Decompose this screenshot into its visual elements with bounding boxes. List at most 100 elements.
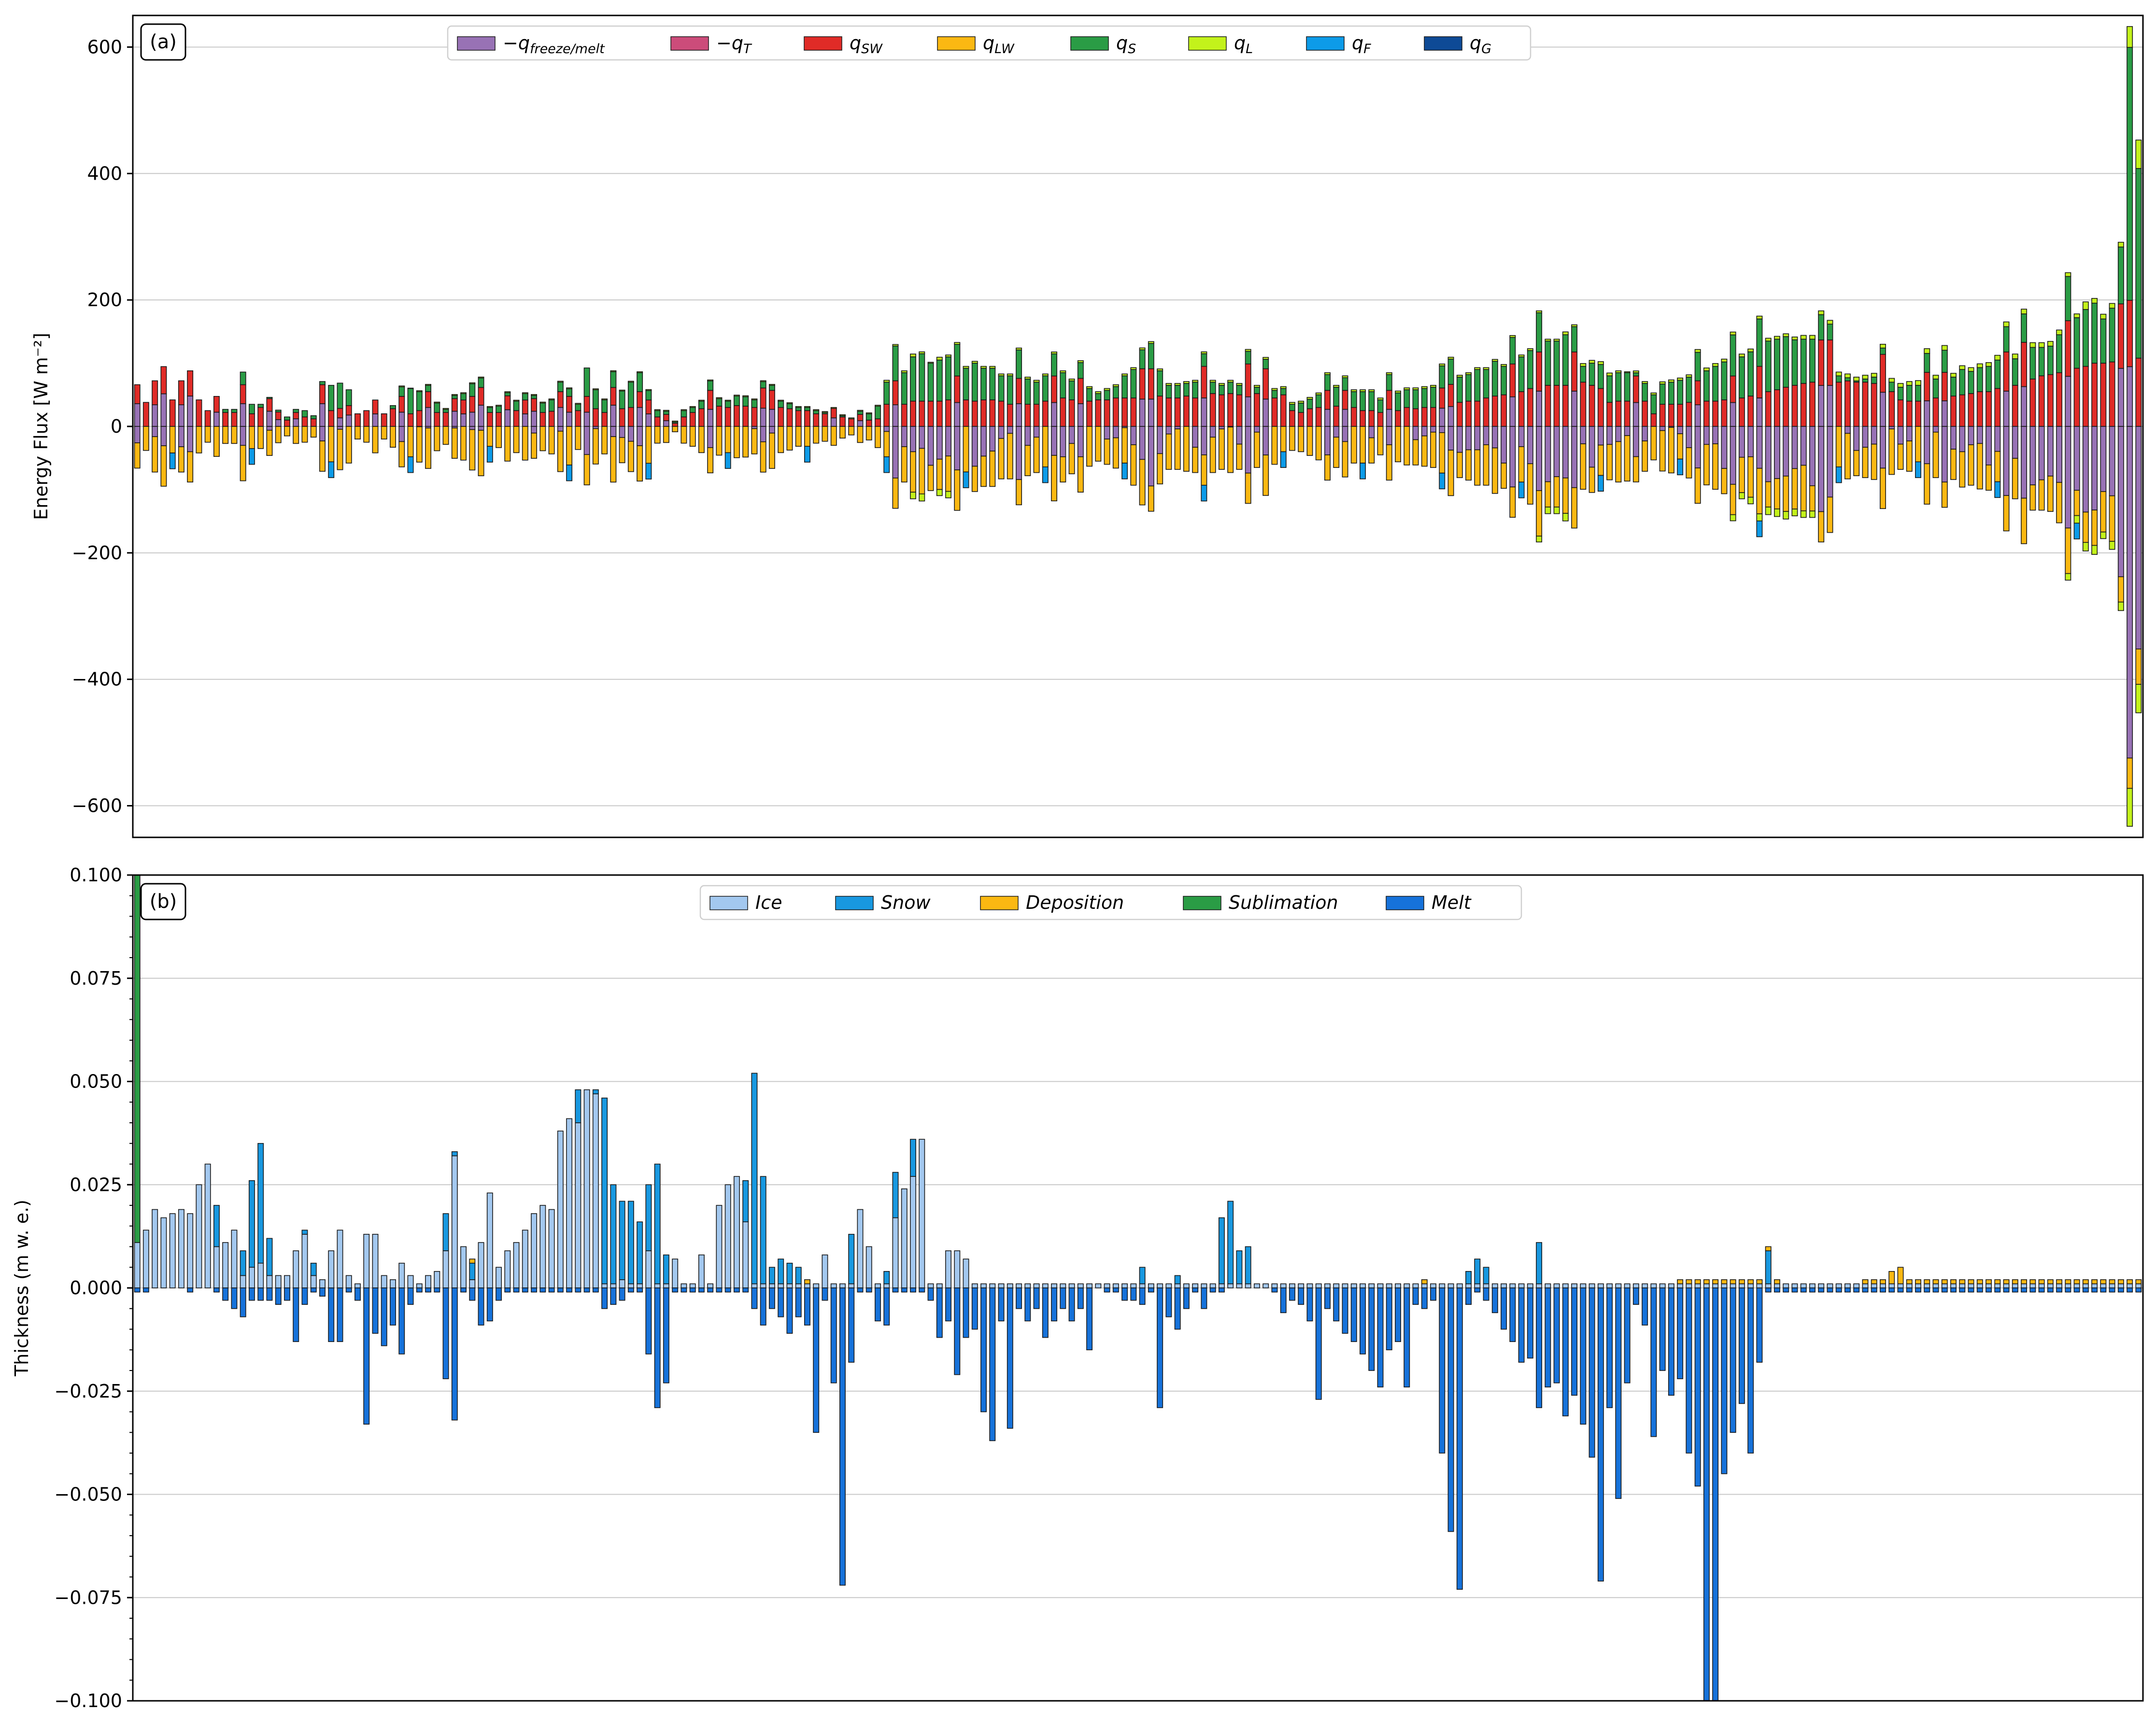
panel-a-bar-segment xyxy=(275,419,282,427)
panel-a-bar-segment xyxy=(1395,410,1401,427)
panel-b-bar-segment xyxy=(2047,1287,2054,1293)
panel-a-bar-segment xyxy=(1518,446,1525,483)
panel-a-bar-segment xyxy=(875,426,881,448)
panel-a-bar-segment xyxy=(1024,377,1031,380)
panel-b-bar-segment xyxy=(936,1283,943,1288)
panel-a-bar-segment xyxy=(1809,339,1816,383)
panel-b-bar-segment xyxy=(1765,1283,1772,1288)
panel-a-bar-segment xyxy=(768,426,775,434)
panel-b-bar-segment xyxy=(1404,1283,1410,1288)
panel-a-bar-segment xyxy=(1800,383,1807,427)
panel-a-bar-segment xyxy=(486,407,493,413)
panel-a-bar-segment xyxy=(531,398,538,412)
panel-a-bar-segment xyxy=(301,410,308,418)
panel-a-bar-segment xyxy=(1897,426,1904,445)
panel-a-bar-segment xyxy=(637,372,643,392)
panel-a-bar-segment xyxy=(910,356,916,402)
panel-b-bar-segment xyxy=(1615,1287,1622,1499)
panel-a-bar-segment xyxy=(1236,426,1243,445)
panel-b-bar-segment xyxy=(1412,1283,1419,1288)
panel-b-bar-segment xyxy=(469,1258,476,1264)
panel-a-bar-segment xyxy=(1880,426,1886,469)
panel-b-bar-segment xyxy=(1121,1287,1128,1301)
panel-b-bar-segment xyxy=(1721,1279,1728,1285)
panel-a-bar-segment xyxy=(1148,341,1154,344)
panel-a-bar-segment xyxy=(910,492,916,499)
panel-b-bar-segment xyxy=(936,1287,943,1338)
panel-a-bar-segment xyxy=(1765,426,1772,482)
panel-b-bar-segment xyxy=(1068,1283,1075,1288)
panel-a-bar-segment xyxy=(2003,426,2010,496)
panel-a-bar-segment xyxy=(1501,463,1507,489)
panel-a-bar-segment xyxy=(1218,385,1225,396)
panel-b-bar-segment xyxy=(222,1287,229,1301)
panel-b-bar-segment xyxy=(1439,1283,1446,1288)
panel-a-bar-segment xyxy=(187,451,194,483)
panel-b-bar-segment xyxy=(716,1287,723,1293)
panel-a-bar-segment xyxy=(998,375,1005,402)
panel-a-bar-segment xyxy=(425,407,431,427)
panel-b-bar-segment xyxy=(778,1258,784,1285)
panel-b-bar-segment xyxy=(469,1279,476,1288)
panel-a-bar-segment xyxy=(266,430,273,456)
panel-a-bar-segment xyxy=(1756,426,1763,469)
panel-a-bar-segment xyxy=(2091,302,2098,364)
panel-a-bar-segment xyxy=(1809,382,1816,427)
panel-a-bar-segment xyxy=(381,413,387,427)
panel-a-bar-segment xyxy=(637,426,643,446)
panel-a-bar-segment xyxy=(1165,383,1172,386)
panel-a-bar-segment xyxy=(733,395,740,396)
panel-a-bar-segment xyxy=(1139,426,1146,460)
panel-a-bar-segment xyxy=(2135,140,2142,169)
panel-a-bar-segment xyxy=(1809,485,1816,511)
panel-a-bar-segment xyxy=(1157,370,1163,396)
panel-a-bar-segment xyxy=(1121,373,1128,377)
panel-a-bar-segment xyxy=(813,426,820,444)
panel-b-bar-segment xyxy=(2012,1279,2018,1285)
panel-b-bar-segment xyxy=(681,1283,687,1288)
panel-b-bar-segment xyxy=(901,1188,908,1288)
panel-a-bar-segment xyxy=(1465,374,1472,402)
panel-b-bar-segment xyxy=(804,1279,810,1285)
panel-a-bar-segment xyxy=(1562,426,1569,479)
panel-a-bar-segment xyxy=(945,426,951,457)
panel-a-bar-segment xyxy=(2100,531,2107,539)
panel-b-bar-segment xyxy=(1095,1283,1102,1288)
panel-a-bar-segment xyxy=(1404,387,1410,390)
panel-a-bar-segment xyxy=(504,395,511,410)
panel-a-bar-segment xyxy=(927,426,934,466)
panel-a-bar-segment xyxy=(187,426,194,452)
panel-a-bar-segment xyxy=(1694,404,1701,427)
panel-a-bar-segment xyxy=(1562,385,1569,427)
panel-a-bar-segment xyxy=(257,407,264,427)
panel-b-bar-segment xyxy=(478,1287,484,1326)
panel-a-bar-segment xyxy=(1165,433,1172,470)
panel-a-bar-segment xyxy=(575,404,582,411)
panel-a-bar-segment xyxy=(1333,385,1340,388)
panel-b-ylabel: Thickness (m w. e.) xyxy=(11,1200,32,1377)
panel-a-bar-segment xyxy=(1245,426,1251,474)
panel-b-bar-segment xyxy=(654,1287,661,1408)
panel-a-bar-segment xyxy=(1130,397,1137,427)
panel-b-bar-segment xyxy=(1968,1287,1974,1293)
panel-a-bar-segment xyxy=(1677,377,1684,381)
panel-a-bar-segment xyxy=(1289,404,1295,411)
panel-b-bar-segment xyxy=(610,1287,617,1305)
panel-b-bar-segment xyxy=(1888,1287,1895,1293)
panel-a-bar-segment xyxy=(1738,426,1745,458)
panel-b-bar-segment xyxy=(2003,1283,2010,1288)
panel-b-bar-segment xyxy=(248,1287,255,1301)
panel-a-bar-segment xyxy=(1738,353,1745,357)
panel-a-bar-segment xyxy=(407,413,414,427)
panel-a-bar-segment xyxy=(1968,426,1974,445)
panel-a-bar-segment xyxy=(1632,402,1639,427)
panel-a-bar-segment xyxy=(971,426,978,467)
panel-b-bar-segment xyxy=(1968,1279,1974,1285)
panel-a-bar-segment xyxy=(1183,396,1190,427)
panel-a-bar-segment xyxy=(451,427,458,459)
panel-a-bar-segment xyxy=(1976,391,1983,427)
panel-a-bar-segment xyxy=(1932,426,1939,433)
panel-b-bar-segment xyxy=(142,1229,149,1288)
panel-a-bar-segment xyxy=(1439,472,1446,490)
